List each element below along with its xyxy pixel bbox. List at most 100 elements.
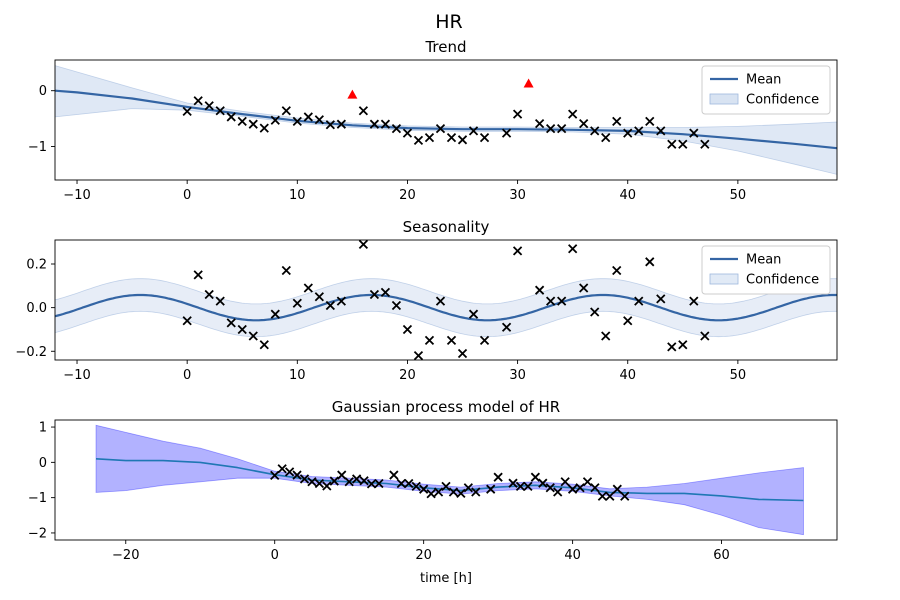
data-point [303,112,313,122]
data-point [560,477,570,487]
data-point [557,296,567,306]
x-tick-label: 30 [509,188,526,203]
x-tick-label: 50 [730,188,747,203]
data-point [193,96,203,106]
svg-text:Mean: Mean [746,73,781,88]
legend-entry-confidence: Confidence [709,93,819,108]
data-point [259,123,269,133]
data-point [314,292,324,302]
data-point [237,116,247,127]
data-point [656,126,666,136]
data-point [512,109,523,119]
data-point [579,118,589,129]
x-tick: −10 [63,180,91,203]
y-tick: 1 [39,421,55,436]
y-tick-label: 0.2 [26,258,47,273]
x-tick: 30 [509,360,526,383]
data-point [623,316,633,326]
data-point [402,128,413,138]
svg-text:Confidence: Confidence [746,93,819,108]
x-tick: 60 [713,540,730,563]
x-tick-label: −20 [112,548,139,563]
data-point [678,340,688,350]
data-point [391,300,402,311]
legend: Mean Confidence [701,65,831,115]
data-point [568,109,578,119]
data-point [479,132,490,143]
x-tick: 20 [415,540,432,563]
x-tick-label: 40 [564,548,581,563]
data-point [468,126,479,136]
data-point [292,298,302,308]
x-tick: 0 [183,360,191,383]
data-point [471,487,481,497]
data-point [545,296,556,306]
data-point [336,119,347,129]
data-point [634,126,644,136]
plot-area [55,240,837,360]
data-point [419,484,429,494]
data-point [226,318,236,328]
mean-line [55,89,837,150]
data-point [446,132,457,143]
x-tick: 10 [289,180,306,203]
x-tick-label: −10 [63,188,90,203]
data-point [292,470,302,480]
data-point [689,128,699,138]
plot-area [95,424,804,536]
data-point [281,265,291,276]
data-point [366,479,377,489]
data-point [299,474,310,484]
data-point [325,300,335,311]
x-tick-label: 0 [271,548,279,563]
data-point [605,491,615,501]
figure-suptitle: HR [435,11,463,33]
x-tick: 40 [619,360,636,383]
data-point [426,489,436,499]
data-point [391,124,402,134]
y-tick: 0 [39,84,55,99]
axes-frame [54,239,838,361]
data-point [237,324,247,335]
legend-entry-confidence: Confidence [709,273,819,288]
data-point [314,115,324,125]
data-point [369,119,380,129]
data-point [656,294,666,304]
data-point [486,484,496,494]
data-point [590,483,600,493]
confidence-band [55,65,837,175]
x-tick-label: −10 [63,368,90,383]
data-point [590,126,600,136]
data-point [645,257,655,267]
panel-title: Trend [424,38,466,56]
data-point [479,335,490,346]
data-point [530,472,541,482]
data-point [204,289,214,300]
x-tick: 30 [509,180,526,203]
data-point [597,491,608,501]
panel-title: Seasonality [403,218,490,236]
data-point [435,124,446,134]
x-tick: 20 [399,180,416,203]
data-point [303,283,313,293]
panel-title: Gaussian process model of HR [332,398,560,416]
data-point [226,112,236,122]
y-tick: 0 [39,456,55,471]
data-point [545,483,555,493]
data-point [351,474,362,484]
y-tick: −1 [28,140,55,155]
data-point [457,135,468,145]
x-tick: 50 [730,360,746,383]
data-point [700,331,710,341]
data-point [568,244,578,254]
data-point [667,139,677,149]
data-point [329,476,339,486]
data-point [623,128,633,138]
y-tick: −0.2 [15,345,55,360]
data-point [325,120,335,130]
data-point [281,106,291,116]
x-tick-label: 40 [619,188,636,203]
data-point [620,491,630,501]
x-tick: 10 [289,360,306,383]
y-tick-label: 1 [39,421,47,436]
